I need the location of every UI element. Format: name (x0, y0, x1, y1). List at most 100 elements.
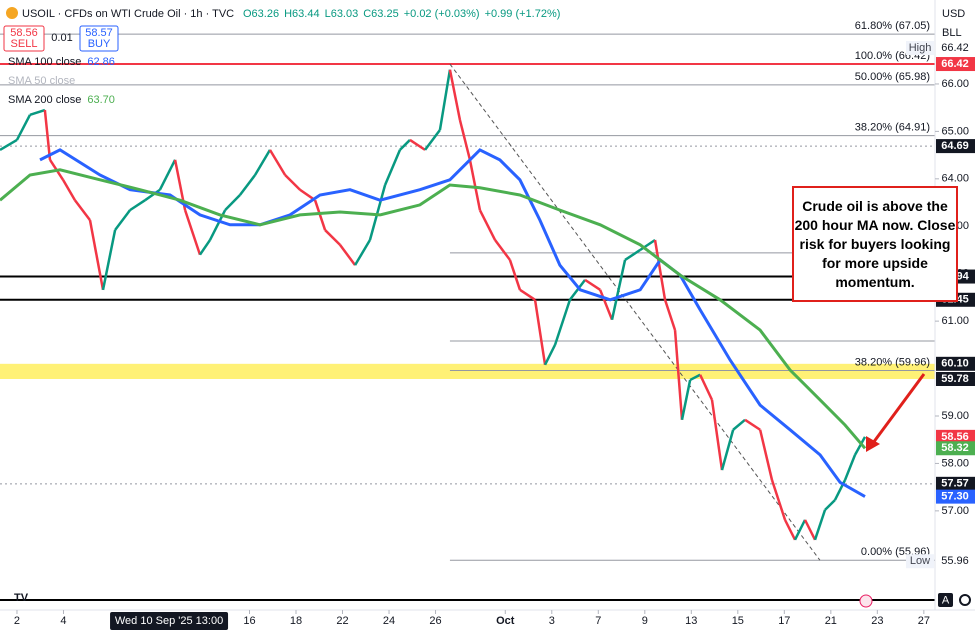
x-tick-label: 4 (60, 615, 66, 627)
price-segment (478, 209, 497, 241)
price-segment (338, 244, 357, 266)
price-segment (368, 184, 387, 241)
price-segment (610, 259, 627, 320)
high-label: High (909, 42, 932, 54)
price-segment (770, 479, 787, 521)
price-label: 66.42 (941, 58, 969, 70)
price-segment (568, 279, 587, 301)
price-segment (468, 159, 482, 211)
price-label: 58.56 (941, 431, 969, 443)
price-segment (383, 149, 402, 186)
price-segment (624, 248, 641, 261)
price-segment (409, 138, 426, 151)
trendline (449, 63, 821, 561)
indicator-name: SMA 100 close (8, 56, 81, 68)
price-segment (224, 194, 241, 212)
x-tick-label: 23 (871, 615, 883, 627)
buy-button[interactable] (79, 25, 119, 52)
price-segment (584, 278, 601, 291)
price-segment (438, 69, 452, 131)
settings-button[interactable] (959, 594, 971, 606)
price-segment (0, 138, 18, 151)
price-label-box (936, 57, 975, 72)
fib-label: 50.00% (65.98) (855, 71, 930, 83)
y-tick-label: 58.00 (941, 457, 969, 469)
price-segment (198, 239, 212, 256)
price-segment (43, 109, 52, 160)
price-segment (732, 418, 746, 431)
price-segment (543, 344, 557, 366)
indicator: SMA 50 close (8, 75, 75, 87)
price-segment (284, 174, 301, 191)
price-label: 57.30 (941, 491, 969, 503)
price-segment (144, 188, 161, 202)
crosshair-box (110, 612, 229, 630)
moving-average (39, 148, 866, 498)
indicator: SMA 100 close 62.86 (8, 56, 115, 68)
y-tick-label: 65.00 (941, 125, 969, 137)
sell-button[interactable] (3, 25, 45, 52)
sell-price: 58.56 (10, 27, 38, 39)
buy-price: 58.57 (85, 27, 113, 39)
price-segment (813, 509, 827, 541)
price-label-box (936, 489, 975, 504)
price-segment (15, 114, 32, 141)
ohlc: O63.26 H63.44 L63.03 C63.25 +0.02 (+0.03%) +0… (243, 8, 560, 20)
x-tick-label: 21 (825, 615, 837, 627)
auto-button[interactable] (938, 593, 953, 607)
moving-average (0, 168, 867, 450)
x-tick-label: 22 (336, 615, 348, 627)
price-segment (129, 199, 146, 212)
price-segment (680, 379, 692, 421)
x-tick-label: 16 (243, 615, 255, 627)
indicator: SMA 200 close 63.70 (8, 94, 115, 106)
x-tick-label: 9 (642, 615, 648, 627)
price-segment (29, 108, 46, 116)
x-tick-label: 26 (429, 615, 441, 627)
price-segment (758, 429, 774, 481)
x-tick-label: 17 (778, 615, 790, 627)
price-segment (744, 418, 761, 431)
price-segment (324, 229, 341, 246)
price-segment (254, 149, 272, 176)
price-segment (824, 499, 836, 511)
tv-logo: TV (14, 592, 29, 604)
x-tick-label: 3 (549, 615, 555, 627)
low-value: 55.96 (941, 555, 969, 567)
fib-label: 38.20% (59.96) (855, 356, 930, 368)
ohlc-item: C63.25 (363, 8, 398, 20)
ohlc-item: +0.02 (+0.03%) (404, 8, 480, 20)
x-tick-label: 27 (918, 615, 930, 627)
y-tick-label: 57.00 (941, 505, 969, 517)
calendar-button[interactable] (859, 594, 873, 608)
price-label-box (936, 476, 975, 491)
ohlc-item: O63.26 (243, 8, 279, 20)
arrow-head (866, 436, 880, 452)
indicator-value: 63.70 (87, 94, 115, 106)
price-segment (448, 69, 462, 121)
y-tick-label: 64.00 (941, 173, 969, 185)
plot-area: 61.80% (67.05)100.0% (66.42)50.00% (65.9… (0, 20, 935, 602)
ohlc-item: +0.99 (+1.72%) (485, 8, 561, 20)
price-segment (158, 159, 177, 191)
price-label-box (936, 356, 975, 371)
price-segment (689, 373, 701, 382)
price-segment (533, 299, 547, 365)
indicator-name: SMA 50 close (8, 75, 75, 87)
price-label-box (936, 441, 975, 456)
price-segment (73, 199, 91, 221)
x-tick-label: Oct (496, 615, 515, 627)
spread: 0.01 (51, 32, 72, 44)
indicators: SMA 100 close 62.86 SMA 50 close SMA 200 cl… (8, 56, 115, 106)
price-segment (88, 219, 105, 291)
x-tick-label: 15 (732, 615, 744, 627)
indicator-name: SMA 200 close (8, 94, 81, 106)
price-segment (238, 174, 257, 196)
price-segment (399, 139, 411, 151)
x-tick-label: 2 (14, 615, 20, 627)
price-label: 57.57 (941, 478, 969, 490)
symbol: USOIL · CFDs on WTI Crude Oil · 1h · TVC (22, 8, 234, 20)
x-tick-label: 7 (595, 615, 601, 627)
